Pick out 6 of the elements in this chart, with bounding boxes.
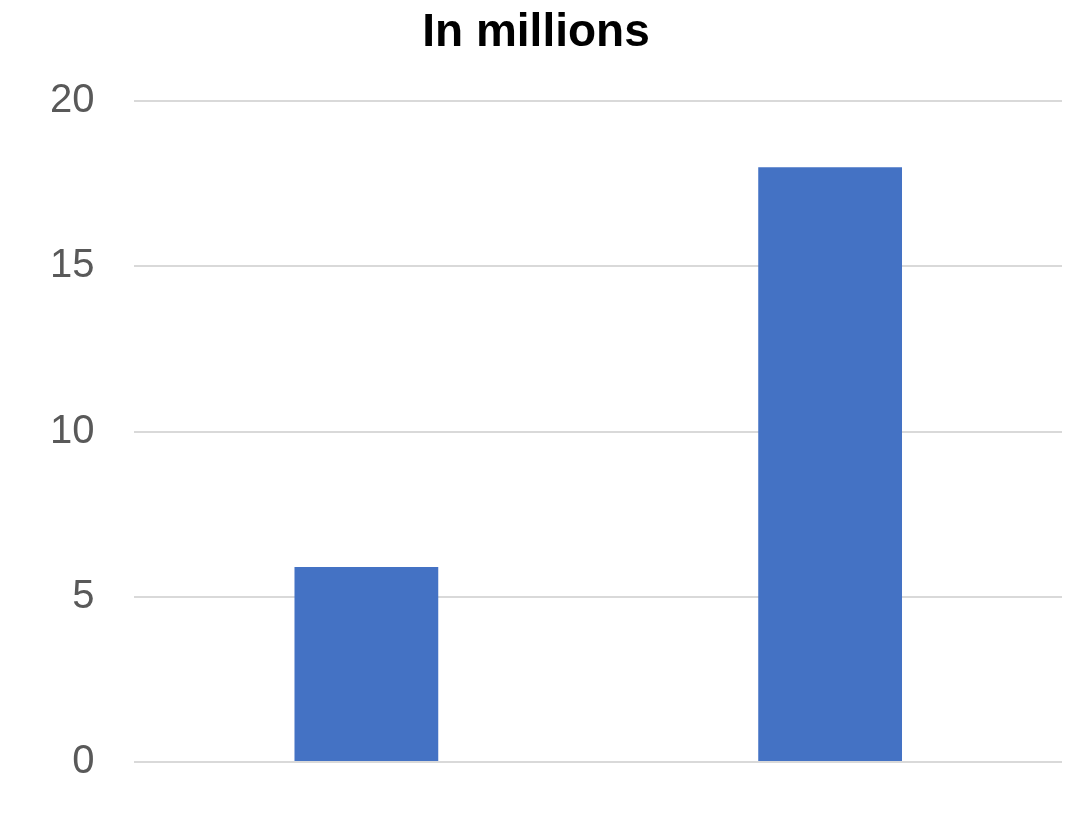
y-tick-label: 5 xyxy=(72,571,95,616)
chart-title: In millions xyxy=(422,4,650,57)
y-tick-label: 15 xyxy=(49,241,95,286)
y-tick-label: 20 xyxy=(49,76,95,121)
y-tick-label: 10 xyxy=(49,406,95,451)
y-tick-label: 0 xyxy=(72,737,95,782)
